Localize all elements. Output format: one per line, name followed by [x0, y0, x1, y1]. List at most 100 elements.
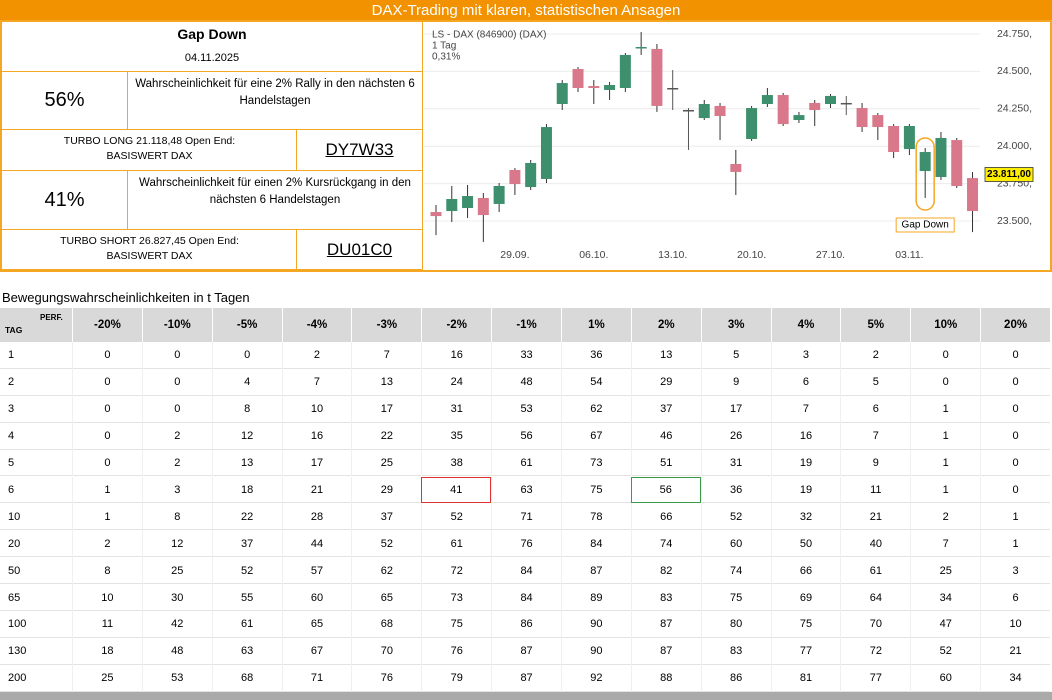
table-cell: 24: [421, 368, 491, 396]
price-label: 23.811,00: [987, 169, 1031, 180]
candle-body: [730, 164, 742, 172]
table-row: [0, 450, 1050, 477]
table-cell: 1: [910, 476, 980, 504]
table-cell: 13: [630, 342, 701, 369]
table-cell: 0: [910, 342, 980, 369]
panel-divider: [422, 22, 423, 270]
table-cell: 29: [630, 368, 701, 396]
candle-body: [856, 108, 868, 128]
table-cell: 13: [351, 368, 421, 396]
table-cell: 25: [910, 557, 980, 585]
table-cell: 30: [141, 584, 212, 611]
candle-body: [919, 152, 931, 172]
table-cell: 65: [281, 611, 352, 638]
column-header: -5%: [211, 308, 282, 342]
candle-body: [888, 126, 900, 153]
table-cell: 6: [980, 584, 1050, 611]
table-cell: 11: [840, 476, 910, 504]
row-label: 6: [8, 483, 15, 496]
row-label: 200: [8, 672, 27, 685]
table-cell: 48: [141, 637, 212, 665]
product-code: DY7W33: [297, 130, 422, 171]
table-cell: 7: [840, 422, 910, 450]
candle-body: [777, 95, 789, 125]
y-tick-label: 23.500,: [997, 215, 1032, 227]
table-cell: 16: [421, 342, 491, 369]
table-cell: 87: [630, 611, 701, 638]
table-cell: 92: [561, 664, 631, 692]
column-header: 1%: [561, 308, 631, 342]
table-cell: 10: [72, 584, 142, 611]
table-cell: 0: [980, 342, 1050, 369]
annotation-oval: [915, 137, 935, 211]
candle-body: [872, 115, 884, 128]
table-cell: 12: [211, 422, 282, 450]
candle-body: [761, 95, 773, 105]
table-cell: 25: [72, 664, 142, 692]
table-cell: 57: [281, 557, 352, 585]
table-cell: 75: [421, 611, 491, 638]
candle-body: [588, 86, 600, 88]
candle-body: [746, 108, 758, 140]
table-cell: 12: [141, 530, 212, 558]
table-cell: 2: [910, 503, 980, 531]
table-row: [0, 477, 1050, 504]
table-cell: 62: [351, 557, 421, 585]
table-cell: 68: [211, 664, 282, 692]
candle-body: [462, 196, 474, 208]
table-cell: 78: [561, 503, 631, 531]
table-cell: 84: [491, 557, 561, 585]
table-cell: 37: [211, 530, 282, 558]
table-cell: 82: [630, 557, 701, 585]
candle-body: [430, 212, 442, 217]
annotation-box: [895, 217, 955, 233]
table-cell: 18: [72, 637, 142, 665]
table-cell: 65: [351, 584, 421, 611]
candlestick-chart: 23.500,23.750,24.000,24.250,24.500,24.75…: [424, 28, 1034, 261]
x-tick-label: 20.10.: [737, 249, 766, 261]
table-cell: 22: [211, 503, 282, 531]
candle-body: [667, 87, 679, 90]
product-code: DU01C0: [297, 230, 422, 270]
table-cell: 0: [72, 395, 142, 423]
column-header: -10%: [141, 308, 212, 342]
table-cell: 31: [700, 449, 771, 477]
annotation-text: Gap Down: [902, 220, 949, 231]
column-header: 5%: [840, 308, 910, 342]
candle-body: [682, 109, 694, 112]
table-row: [0, 396, 1050, 423]
table-cell: 83: [700, 637, 771, 665]
table-cell: 40: [840, 530, 910, 558]
table-cell: 0: [72, 368, 142, 396]
table-cell: 70: [351, 637, 421, 665]
table-cell: 53: [491, 395, 561, 423]
table-cell: 0: [211, 342, 282, 369]
table-cell: 52: [421, 503, 491, 531]
table-cell: 1: [910, 449, 980, 477]
table-cell: 8: [211, 395, 282, 423]
table-row: [0, 584, 1050, 611]
column-header: 20%: [980, 308, 1050, 342]
table-cell: 1: [980, 503, 1050, 531]
table-cell: 54: [561, 368, 631, 396]
table-cell: 35: [421, 422, 491, 450]
candle-body: [493, 186, 505, 204]
table-cell: 75: [561, 476, 631, 504]
table-cell: 0: [141, 368, 212, 396]
row-label: 50: [8, 564, 21, 577]
candle-body: [903, 126, 915, 150]
table-cell: 17: [351, 395, 421, 423]
candle-body: [509, 169, 521, 185]
table-cell: 0: [141, 342, 212, 369]
table-cell: 0: [141, 395, 212, 423]
table-cell: 61: [421, 530, 491, 558]
table-cell: 25: [141, 557, 212, 585]
table-cell: 86: [700, 664, 771, 692]
x-tick-label: 06.10.: [579, 249, 608, 261]
table-cell: 63: [491, 476, 561, 504]
table-cell: 56: [630, 476, 701, 504]
table-cell: 37: [351, 503, 421, 531]
probability-cell: 56%: [2, 72, 128, 130]
table-cell: 71: [491, 503, 561, 531]
table-cell: 52: [700, 503, 771, 531]
